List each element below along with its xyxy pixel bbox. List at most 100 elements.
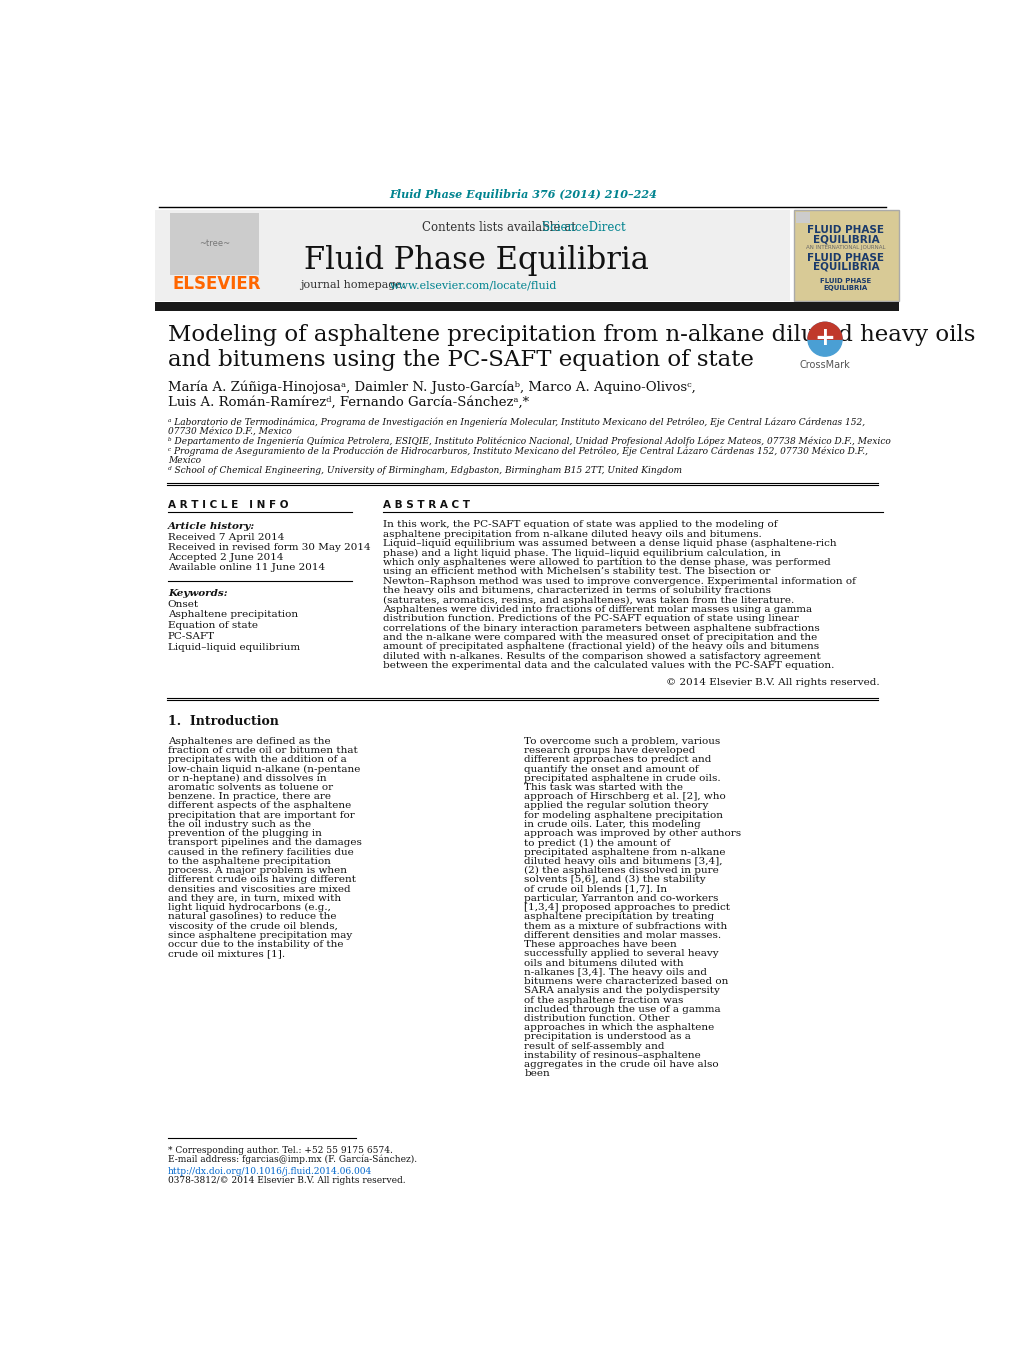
Text: different densities and molar masses.: different densities and molar masses. [524,931,720,940]
Text: Asphaltenes were divided into fractions of different molar masses using a gamma: Asphaltenes were divided into fractions … [383,605,811,613]
Text: ~tree~: ~tree~ [199,239,229,249]
Text: included through the use of a gamma: included through the use of a gamma [524,1005,720,1013]
Text: crude oil mixtures [1].: crude oil mixtures [1]. [168,950,284,958]
Text: different aspects of the asphaltene: different aspects of the asphaltene [168,801,351,811]
Text: (saturates, aromatics, resins, and asphaltenes), was taken from the literature.: (saturates, aromatics, resins, and aspha… [383,596,794,604]
Text: and they are, in turn, mixed with: and they are, in turn, mixed with [168,894,340,902]
Circle shape [807,323,842,357]
Text: of crude oil blends [1,7]. In: of crude oil blends [1,7]. In [524,885,666,893]
Wedge shape [807,323,842,339]
Text: n-alkanes [3,4]. The heavy oils and: n-alkanes [3,4]. The heavy oils and [524,967,706,977]
Text: ᵈ School of Chemical Engineering, University of Birmingham, Edgbaston, Birmingha: ᵈ School of Chemical Engineering, Univer… [168,466,681,476]
Text: PC-SAFT: PC-SAFT [168,632,215,640]
Text: since asphaltene precipitation may: since asphaltene precipitation may [168,931,352,940]
Text: Accepted 2 June 2014: Accepted 2 June 2014 [168,554,283,562]
Text: E-mail address: fgarcias@imp.mx (F. García-Sánchez).: E-mail address: fgarcias@imp.mx (F. Garc… [168,1155,417,1165]
Text: process. A major problem is when: process. A major problem is when [168,866,346,875]
Text: In this work, the PC-SAFT equation of state was applied to the modeling of: In this work, the PC-SAFT equation of st… [383,520,777,530]
Text: precipitation that are important for: precipitation that are important for [168,811,355,820]
Text: © 2014 Elsevier B.V. All rights reserved.: © 2014 Elsevier B.V. All rights reserved… [665,678,878,688]
Text: in crude oils. Later, this modeling: in crude oils. Later, this modeling [524,820,700,830]
Text: prevention of the plugging in: prevention of the plugging in [168,830,321,838]
Text: SARA analysis and the polydispersity: SARA analysis and the polydispersity [524,986,719,996]
Text: particular, Yarranton and co-workers: particular, Yarranton and co-workers [524,894,718,902]
Text: (2) the asphaltenes dissolved in pure: (2) the asphaltenes dissolved in pure [524,866,718,875]
Text: phase) and a light liquid phase. The liquid–liquid equilibrium calculation, in: phase) and a light liquid phase. The liq… [383,549,781,558]
Text: transport pipelines and the damages: transport pipelines and the damages [168,839,362,847]
Text: +: + [814,326,835,350]
Text: densities and viscosities are mixed: densities and viscosities are mixed [168,885,351,893]
Text: ᵃ Laboratorio de Termodinámica, Programa de Investigación en Ingeniería Molecula: ᵃ Laboratorio de Termodinámica, Programa… [168,417,864,427]
Text: Received 7 April 2014: Received 7 April 2014 [168,534,284,542]
Text: different approaches to predict and: different approaches to predict and [524,755,711,765]
Bar [796,212,809,223]
Text: 1.  Introduction: 1. Introduction [168,715,278,728]
Text: Newton–Raphson method was used to improve convergence. Experimental information : Newton–Raphson method was used to improv… [383,577,855,585]
Text: Asphaltene precipitation: Asphaltene precipitation [168,611,298,619]
Text: different crude oils having different: different crude oils having different [168,875,356,885]
Text: Received in revised form 30 May 2014: Received in revised form 30 May 2014 [168,543,370,553]
Bar [793,209,898,301]
Text: Luis A. Román-Ramírezᵈ, Fernando García-Sánchezᵃ,*: Luis A. Román-Ramírezᵈ, Fernando García-… [168,396,529,409]
Text: approaches in which the asphaltene: approaches in which the asphaltene [524,1023,714,1032]
Text: Asphaltenes are defined as the: Asphaltenes are defined as the [168,736,330,746]
Text: To overcome such a problem, various: To overcome such a problem, various [524,736,719,746]
Text: instability of resinous–asphaltene: instability of resinous–asphaltene [524,1051,700,1061]
Bar [155,303,898,311]
Text: precipitated asphaltene from n-alkane: precipitated asphaltene from n-alkane [524,847,726,857]
Text: aromatic solvents as toluene or: aromatic solvents as toluene or [168,784,332,792]
Text: precipitated asphaltene in crude oils.: precipitated asphaltene in crude oils. [524,774,720,782]
Text: successfully applied to several heavy: successfully applied to several heavy [524,950,718,958]
Text: for modeling asphaltene precipitation: for modeling asphaltene precipitation [524,811,722,820]
Text: EQUILIBRIA: EQUILIBRIA [812,262,878,272]
Text: viscosity of the crude oil blends,: viscosity of the crude oil blends, [168,921,337,931]
Text: applied the regular solution theory: applied the regular solution theory [524,801,708,811]
Text: Contents lists available at: Contents lists available at [422,222,579,234]
Text: www.elsevier.com/locate/fluid: www.elsevier.com/locate/fluid [389,280,556,290]
Text: of the asphaltene fraction was: of the asphaltene fraction was [524,996,683,1005]
Text: 0378-3812/© 2014 Elsevier B.V. All rights reserved.: 0378-3812/© 2014 Elsevier B.V. All right… [168,1177,405,1185]
Text: These approaches have been: These approaches have been [524,940,677,950]
Text: precipitation is understood as a: precipitation is understood as a [524,1032,691,1042]
Text: A R T I C L E   I N F O: A R T I C L E I N F O [168,500,288,509]
Text: María A. Zúñiga-Hinojosaᵃ, Daimler N. Justo-Garcíaᵇ, Marco A. Aquino-Olivosᶜ,: María A. Zúñiga-Hinojosaᵃ, Daimler N. Ju… [168,380,695,393]
Text: natural gasolines) to reduce the: natural gasolines) to reduce the [168,912,336,921]
Text: caused in the refinery facilities due: caused in the refinery facilities due [168,847,354,857]
Text: fraction of crude oil or bitumen that: fraction of crude oil or bitumen that [168,746,358,755]
Text: Mexico: Mexico [168,457,201,465]
Text: This task was started with the: This task was started with the [524,784,683,792]
Text: ᶜ Programa de Aseguramiento de la Producción de Hidrocarburos, Instituto Mexican: ᶜ Programa de Aseguramiento de la Produc… [168,447,867,457]
Text: Fluid Phase Equilibria 376 (2014) 210–224: Fluid Phase Equilibria 376 (2014) 210–22… [388,189,656,200]
Text: Available online 11 June 2014: Available online 11 June 2014 [168,563,325,573]
Text: AN INTERNATIONAL JOURNAL: AN INTERNATIONAL JOURNAL [805,245,884,250]
Text: solvents [5,6], and (3) the stability: solvents [5,6], and (3) the stability [524,875,705,885]
Text: FLUID PHASE: FLUID PHASE [819,278,870,285]
Text: journal homepage:: journal homepage: [300,280,409,290]
Text: the oil industry such as the: the oil industry such as the [168,820,311,830]
Text: asphaltene precipitation from n-alkane diluted heavy oils and bitumens.: asphaltene precipitation from n-alkane d… [383,530,761,539]
Text: ELSEVIER: ELSEVIER [172,274,261,293]
Text: using an efficient method with Michelsen’s stability test. The bisection or: using an efficient method with Michelsen… [383,567,770,577]
Text: FLUID PHASE: FLUID PHASE [807,253,883,262]
Text: * Corresponding author. Tel.: +52 55 9175 6574.: * Corresponding author. Tel.: +52 55 917… [168,1146,392,1155]
Text: Equation of state: Equation of state [168,621,258,630]
Text: to the asphaltene precipitation: to the asphaltene precipitation [168,857,330,866]
Bar [155,209,790,301]
Text: oils and bitumens diluted with: oils and bitumens diluted with [524,959,684,967]
Text: and the n-alkane were compared with the measured onset of precipitation and the: and the n-alkane were compared with the … [383,634,816,642]
Text: which only asphaltenes were allowed to partition to the dense phase, was perform: which only asphaltenes were allowed to p… [383,558,830,567]
Text: Article history:: Article history: [168,521,255,531]
Text: Keywords:: Keywords: [168,589,227,598]
Text: ᵇ Departamento de Ingeniería Química Petrolera, ESIQIE, Instituto Politécnico Na: ᵇ Departamento de Ingeniería Química Pet… [168,436,890,446]
Text: quantify the onset and amount of: quantify the onset and amount of [524,765,698,774]
Text: between the experimental data and the calculated values with the PC-SAFT equatio: between the experimental data and the ca… [383,661,834,670]
Text: http://dx.doi.org/10.1016/j.fluid.2014.06.004: http://dx.doi.org/10.1016/j.fluid.2014.0… [168,1167,372,1177]
Text: light liquid hydrocarbons (e.g.,: light liquid hydrocarbons (e.g., [168,902,330,912]
Text: been: been [524,1070,549,1078]
Text: EQUILIBRIA: EQUILIBRIA [823,285,867,290]
Text: Fluid Phase Equilibria: Fluid Phase Equilibria [304,245,648,276]
Text: CrossMark: CrossMark [799,359,850,370]
Text: and bitumens using the PC-SAFT equation of state: and bitumens using the PC-SAFT equation … [168,349,753,372]
Text: diluted heavy oils and bitumens [3,4],: diluted heavy oils and bitumens [3,4], [524,857,722,866]
Bar [170,213,259,274]
